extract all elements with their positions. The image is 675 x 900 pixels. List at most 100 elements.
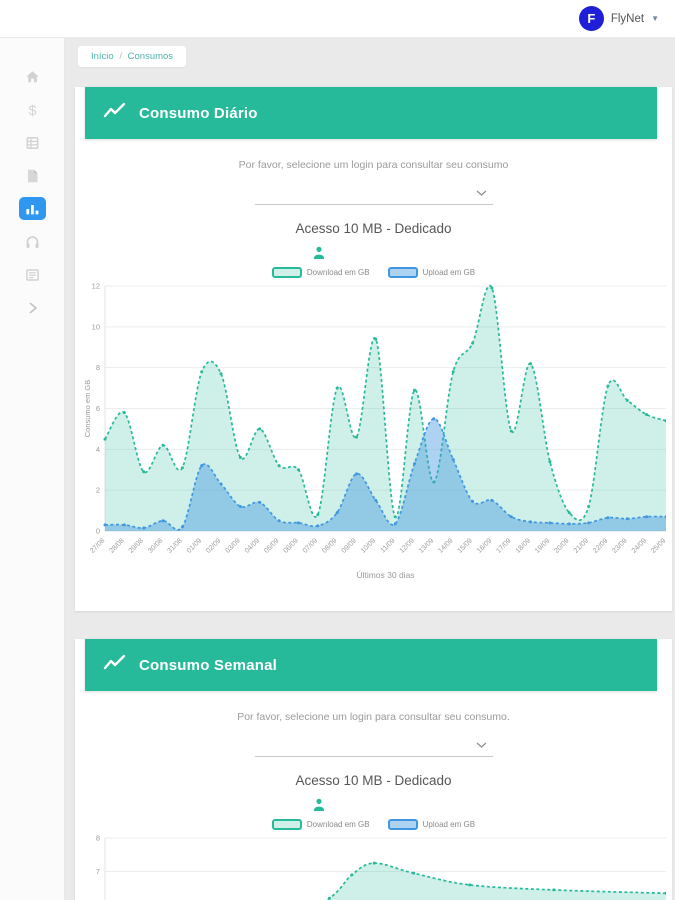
sidebar-item-documents[interactable] (0, 159, 65, 192)
legend-item-upload[interactable]: Upload em GB (387, 819, 475, 830)
svg-text:8: 8 (95, 363, 99, 372)
svg-text:09/09: 09/09 (340, 537, 357, 554)
svg-text:13/09: 13/09 (417, 537, 434, 554)
svg-text:30/08: 30/08 (147, 537, 164, 554)
svg-text:7: 7 (95, 867, 99, 876)
chevron-down-icon: ▼ (651, 14, 659, 23)
svg-text:06/09: 06/09 (282, 537, 299, 554)
sidebar: $ (0, 38, 65, 900)
legend-item-download[interactable]: Download em GB (271, 819, 370, 830)
chart-legend: Download em GB Upload em GB (75, 267, 672, 278)
daily-consumption-card: Consumo Diário Por favor, selecione um l… (75, 87, 672, 611)
svg-text:6: 6 (95, 404, 99, 413)
svg-text:$: $ (29, 102, 37, 118)
svg-text:05/09: 05/09 (263, 537, 280, 554)
svg-text:Últimos 30 dias: Últimos 30 dias (356, 570, 414, 580)
card-title: Consumo Semanal (139, 656, 278, 674)
svg-text:Consumo em GB: Consumo em GB (83, 380, 92, 438)
svg-text:29/08: 29/08 (127, 537, 144, 554)
svg-text:07/09: 07/09 (301, 537, 318, 554)
sidebar-item-tables[interactable] (0, 126, 65, 159)
sidebar-item-home[interactable] (0, 60, 65, 93)
breadcrumb-home-link[interactable]: Início (91, 51, 114, 62)
chevron-down-icon (476, 183, 487, 201)
select-login-message: Por favor, selecione um login para consu… (238, 159, 509, 171)
line-chart-icon (103, 654, 127, 676)
headphones-icon (24, 234, 41, 250)
svg-text:21/09: 21/09 (572, 537, 589, 554)
home-icon (24, 69, 41, 85)
plan-title: Acesso 10 MB - Dedicado (295, 773, 452, 788)
card-title: Consumo Diário (139, 104, 258, 122)
sidebar-item-billing[interactable]: $ (0, 93, 65, 126)
legend-item-download[interactable]: Download em GB (271, 267, 370, 278)
breadcrumb-separator: / (119, 51, 122, 62)
svg-text:04/09: 04/09 (243, 537, 260, 554)
svg-text:20/09: 20/09 (553, 537, 570, 554)
download-swatch (271, 819, 302, 830)
svg-text:23/09: 23/09 (611, 537, 628, 554)
download-swatch (271, 267, 302, 278)
svg-text:17/09: 17/09 (495, 537, 512, 554)
svg-text:12: 12 (91, 282, 99, 291)
svg-text:03/09: 03/09 (224, 537, 241, 554)
svg-text:02/09: 02/09 (205, 537, 222, 554)
weekly-consumption-chart: 012345678 (95, 834, 666, 900)
account-name: FlyNet (610, 12, 645, 25)
upload-swatch (387, 819, 418, 830)
chevron-right-icon (26, 300, 40, 316)
avatar[interactable]: F (578, 6, 604, 31)
svg-text:10: 10 (91, 322, 99, 331)
svg-text:10/09: 10/09 (359, 537, 376, 554)
daily-consumption-chart: 0 2 4 6 8 10 12 Consumo em GB 27/08 28/08 29/08 30/… (83, 282, 666, 580)
svg-text:15/09: 15/09 (456, 537, 473, 554)
user-icon-row (75, 246, 672, 260)
user-icon (312, 798, 326, 812)
login-select[interactable] (254, 183, 493, 205)
svg-text:31/08: 31/08 (166, 537, 183, 554)
svg-text:12/09: 12/09 (398, 537, 415, 554)
upload-swatch (387, 267, 418, 278)
svg-text:14/09: 14/09 (437, 537, 454, 554)
svg-text:2: 2 (95, 486, 99, 495)
bar-chart-icon (19, 197, 46, 220)
svg-text:27/08: 27/08 (89, 537, 106, 554)
account-menu[interactable]: F FlyNet ▼ (578, 6, 659, 31)
sidebar-item-news[interactable] (0, 258, 65, 291)
line-chart-icon (103, 102, 127, 124)
user-icon-row (75, 798, 672, 812)
breadcrumb: Início / Consumos (78, 46, 187, 67)
svg-text:25/09: 25/09 (650, 537, 666, 554)
news-icon (24, 267, 41, 283)
plan-title: Acesso 10 MB - Dedicado (295, 221, 452, 236)
svg-text:8: 8 (95, 834, 99, 843)
svg-text:01/09: 01/09 (185, 537, 202, 554)
svg-text:28/08: 28/08 (108, 537, 125, 554)
sidebar-item-support[interactable] (0, 225, 65, 258)
topbar: F FlyNet ▼ (0, 0, 675, 38)
svg-text:4: 4 (95, 445, 99, 454)
breadcrumb-current: Consumos (127, 51, 174, 62)
svg-text:18/09: 18/09 (514, 537, 531, 554)
svg-text:16/09: 16/09 (475, 537, 492, 554)
card-header: Consumo Semanal (85, 639, 657, 691)
login-select[interactable] (254, 735, 493, 757)
table-icon (24, 135, 41, 151)
card-header: Consumo Diário (85, 87, 657, 139)
sidebar-item-charts[interactable] (0, 192, 65, 225)
user-icon (312, 246, 326, 260)
main-content: Início / Consumos Consumo Diário Por fav… (65, 38, 675, 900)
svg-text:24/09: 24/09 (630, 537, 647, 554)
chevron-down-icon (476, 735, 487, 753)
svg-text:0: 0 (95, 527, 99, 536)
svg-text:08/09: 08/09 (321, 537, 338, 554)
legend-item-upload[interactable]: Upload em GB (387, 267, 475, 278)
file-icon (24, 168, 41, 184)
sidebar-item-expand[interactable] (0, 291, 65, 324)
weekly-consumption-card: Consumo Semanal Por favor, selecione um … (75, 639, 672, 900)
dollar-icon: $ (24, 101, 41, 119)
select-login-message: Por favor, selecione um login para consu… (237, 711, 510, 723)
chart-legend: Download em GB Upload em GB (75, 819, 672, 830)
svg-text:11/09: 11/09 (379, 537, 396, 554)
